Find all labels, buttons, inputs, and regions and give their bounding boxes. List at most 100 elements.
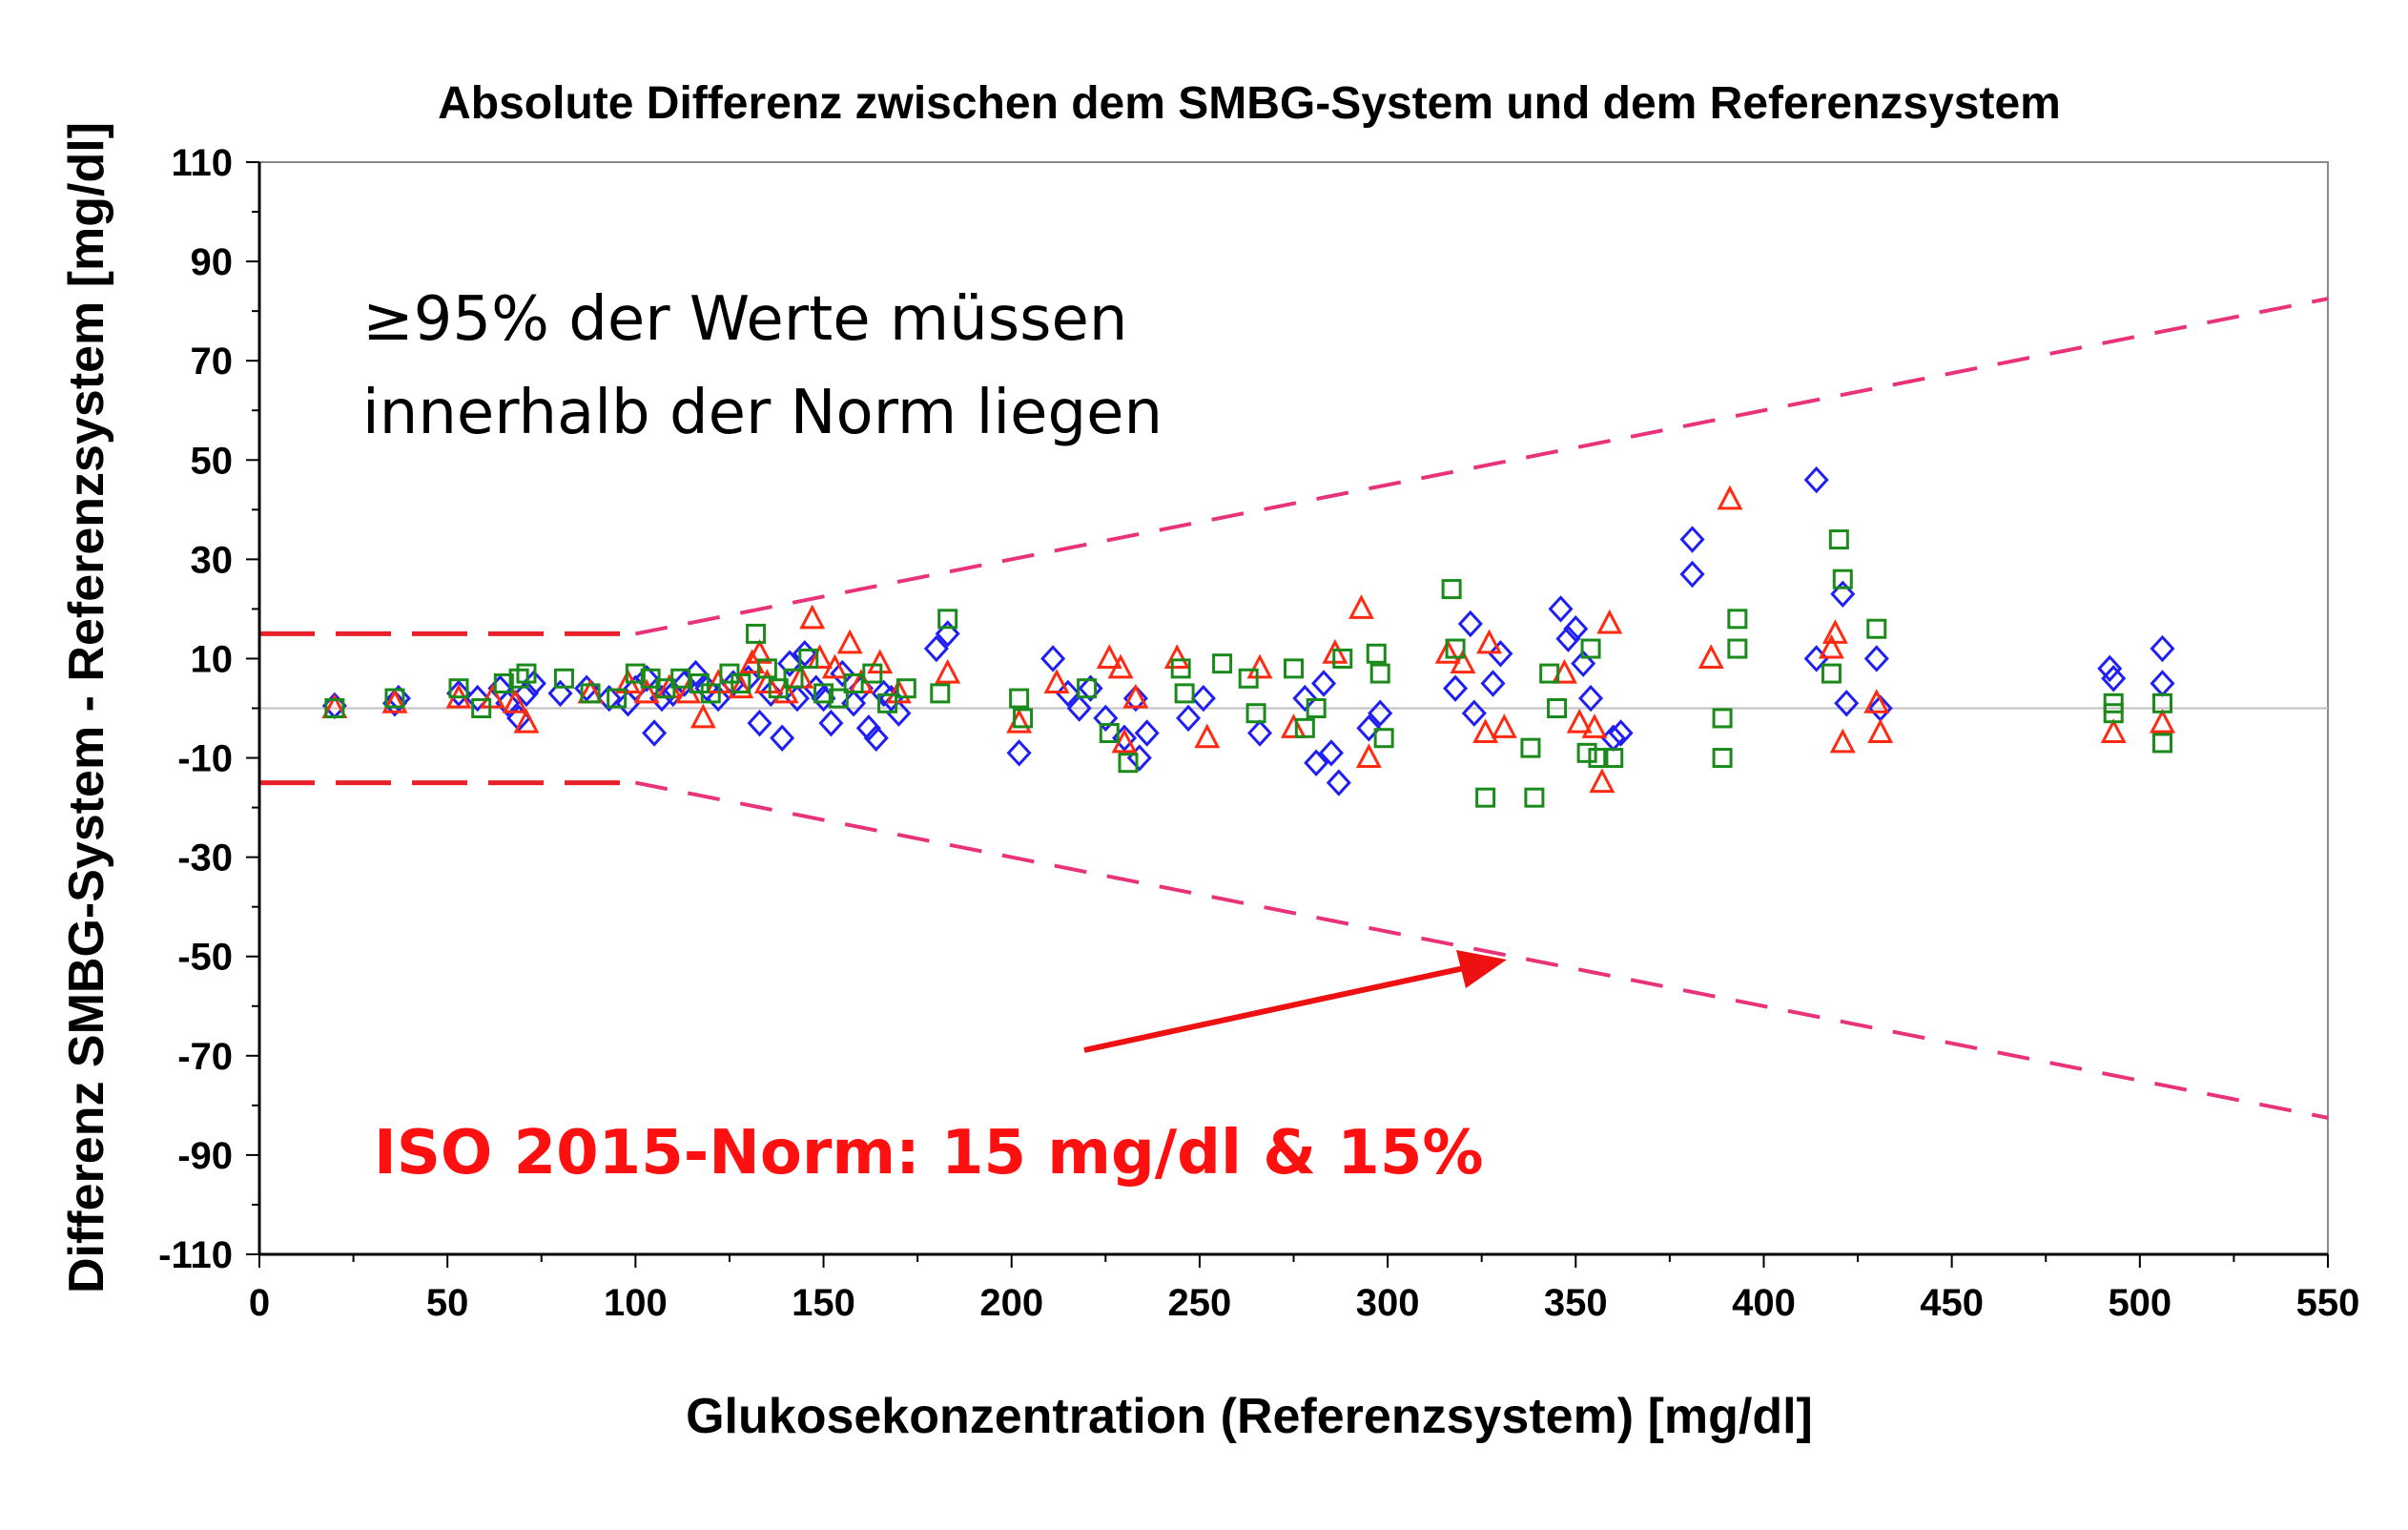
- square-point: [746, 623, 767, 644]
- y-tick-label: -50: [177, 937, 233, 979]
- square-point: [1118, 753, 1139, 774]
- triangle-point: [513, 708, 540, 734]
- diamond-point: [1461, 699, 1487, 727]
- arrow-head: [1456, 950, 1507, 988]
- square-point: [1445, 638, 1466, 659]
- diamond-point: [2150, 634, 2175, 663]
- diamond-point: [1563, 615, 1589, 643]
- y-tick-label: -70: [177, 1036, 233, 1078]
- triangle-point: [1821, 619, 1848, 644]
- diamond-point: [1679, 526, 1705, 553]
- square-point: [1441, 579, 1462, 600]
- square-point: [1520, 737, 1541, 758]
- square-point: [731, 672, 751, 693]
- diamond-point: [777, 650, 803, 677]
- diamond-point: [1304, 749, 1329, 776]
- square-point: [798, 648, 819, 669]
- y-tick-label: 50: [191, 440, 234, 482]
- diamond-point: [2150, 670, 2175, 697]
- diamond-point: [1040, 645, 1066, 672]
- x-axis: 0 50 100 150 200 250 300 350 400 450 500 550: [249, 1252, 2359, 1324]
- square-point: [1866, 618, 1887, 639]
- diamond-point: [1006, 739, 1032, 767]
- square-point: [493, 672, 514, 693]
- triangle-point: [1246, 653, 1273, 679]
- diamond-point: [830, 659, 855, 688]
- square-point: [1576, 742, 1597, 763]
- x-axis-label: Glukosekonzentration (Referenzsystem) [m…: [686, 1389, 1813, 1444]
- triangle-point: [1867, 718, 1894, 744]
- triangle-point: [1476, 629, 1503, 654]
- square-point: [1294, 717, 1315, 738]
- triangle-point: [807, 644, 834, 669]
- diamond-point: [1311, 670, 1337, 697]
- triangle-point: [2150, 708, 2175, 734]
- diamond-point: [706, 684, 731, 713]
- triangle-point: [1434, 639, 1461, 664]
- x-tick-label: 100: [604, 1282, 668, 1324]
- arrow: [1083, 950, 1507, 1053]
- diamond-point: [1122, 684, 1148, 713]
- triangle-point: [1348, 594, 1374, 619]
- x-tick-label: 150: [792, 1282, 855, 1324]
- diamond-point: [1190, 684, 1216, 713]
- iso-norm-label: ISO 2015-Norm: 15 mg/dl & 15%: [374, 1118, 1483, 1189]
- diamond-point: [1066, 694, 1092, 722]
- arrow-shaft: [1083, 965, 1465, 1053]
- square-point: [1099, 723, 1120, 744]
- x-tick-label: 300: [1356, 1282, 1420, 1324]
- square-point: [448, 678, 469, 699]
- square-point: [1238, 668, 1259, 689]
- square-point: [1539, 663, 1560, 684]
- diamond-point: [1134, 719, 1160, 747]
- square-point: [1332, 648, 1353, 669]
- diamond-point: [1834, 690, 1860, 717]
- triangle-point: [502, 689, 528, 713]
- diamond-point: [770, 724, 795, 752]
- diamond-point: [1679, 560, 1705, 589]
- square-point: [843, 672, 864, 693]
- diamond-point: [1830, 580, 1856, 609]
- square-point: [1712, 748, 1733, 769]
- triangle-point: [836, 629, 863, 654]
- diamond-point: [2101, 665, 2127, 693]
- chart-title: Absolute Differenz zwischen dem SMBG-Sys…: [438, 78, 2061, 129]
- diamond-point: [547, 679, 573, 708]
- triangle-point: [1589, 768, 1616, 794]
- triangle-point: [728, 673, 754, 699]
- triangle-point: [480, 683, 505, 709]
- square-point: [384, 688, 405, 709]
- triangle-point: [1194, 723, 1221, 749]
- diamond-point: [1246, 719, 1273, 747]
- square-point: [1013, 708, 1034, 729]
- diamond-point: [747, 709, 772, 737]
- triangle-point: [1107, 653, 1134, 679]
- diamond-point: [935, 620, 960, 648]
- diamond-point: [1555, 625, 1581, 652]
- square-point: [516, 663, 537, 684]
- square-point: [877, 693, 898, 713]
- y-tick-label: -10: [177, 738, 233, 780]
- diamond-point: [1326, 769, 1351, 796]
- y-tick-label: -90: [177, 1135, 233, 1177]
- diamond-point: [923, 634, 949, 663]
- triangle-point: [821, 653, 848, 679]
- square-point: [2103, 693, 2124, 713]
- diamond-point: [596, 684, 622, 713]
- y-tick-label: 10: [191, 638, 234, 680]
- limit-lower-slope: [634, 780, 2329, 1120]
- diamond-point: [784, 684, 810, 713]
- triangle-point: [1596, 609, 1623, 634]
- diamond-point: [1488, 640, 1513, 668]
- plot-area: 0 50 100 150 200 250 300 350 400 450 500 550 110 90 7…: [158, 142, 2359, 1324]
- diamond-point: [2097, 654, 2123, 683]
- diamond-point: [385, 684, 411, 713]
- triangle-point: [753, 669, 780, 693]
- square-point: [862, 663, 883, 684]
- square-point: [607, 688, 628, 709]
- triangle-point: [1006, 708, 1033, 734]
- diamond-point: [1608, 719, 1634, 747]
- square-point: [1524, 787, 1545, 808]
- diamond-point: [1548, 595, 1574, 623]
- x-tick-label: 450: [1920, 1282, 1984, 1324]
